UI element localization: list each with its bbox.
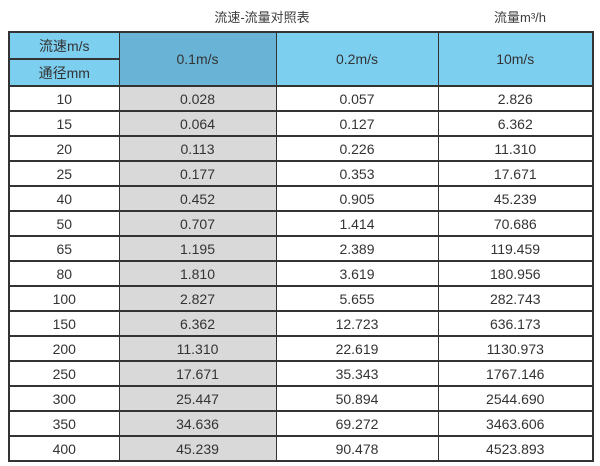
cell-v10: 1767.146 (437, 360, 594, 387)
cell-v10: 6.362 (437, 110, 594, 137)
table-row: 100 2.827 5.655 282.743 (8, 285, 594, 312)
cell-v10: 1130.973 (437, 335, 594, 362)
table-row: 10 0.028 0.057 2.826 (8, 85, 594, 112)
table-row: 65 1.195 2.389 119.459 (8, 235, 594, 262)
cell-v02: 0.905 (275, 185, 439, 212)
cell-v02: 0.057 (275, 85, 439, 112)
cell-v01: 25.447 (118, 385, 277, 412)
cell-dn: 200 (8, 335, 120, 362)
table-row: 40 0.452 0.905 45.239 (8, 185, 594, 212)
cell-v02: 35.343 (275, 360, 439, 387)
cell-v01: 0.064 (118, 110, 277, 137)
cell-v10: 3463.606 (437, 410, 594, 437)
cell-v10: 70.686 (437, 210, 594, 237)
cell-v10: 636.173 (437, 310, 594, 337)
cell-dn: 25 (8, 160, 120, 187)
cell-v02: 50.894 (275, 385, 439, 412)
cell-dn: 65 (8, 235, 120, 262)
caption-bar: 流速-流量对照表 流量m³/h (0, 0, 600, 31)
cell-v10: 119.459 (437, 235, 594, 262)
table-row: 350 34.636 69.272 3463.606 (8, 410, 594, 437)
cell-v01: 0.177 (118, 160, 277, 187)
table-row: 150 6.362 12.723 636.173 (8, 310, 594, 337)
cell-v01: 2.827 (118, 285, 277, 312)
cell-v10: 282.743 (437, 285, 594, 312)
table-title: 流速-流量对照表 (214, 10, 310, 25)
cell-v02: 12.723 (275, 310, 439, 337)
cell-dn: 80 (8, 260, 120, 287)
cell-v02: 3.619 (275, 260, 439, 287)
cell-v02: 0.353 (275, 160, 439, 187)
table-row: 300 25.447 50.894 2544.690 (8, 385, 594, 412)
cell-v01: 6.362 (118, 310, 277, 337)
cell-v10: 2544.690 (437, 385, 594, 412)
table-row: 250 17.671 35.343 1767.146 (8, 360, 594, 387)
table-row: 25 0.177 0.353 17.671 (8, 160, 594, 187)
cell-v02: 0.127 (275, 110, 439, 137)
cell-v02: 69.272 (275, 410, 439, 437)
cell-v02: 22.619 (275, 335, 439, 362)
cell-v01: 34.636 (118, 410, 277, 437)
cell-v01: 0.028 (118, 85, 277, 112)
header-velocity-label: 流速m/s (8, 31, 120, 60)
cell-dn: 300 (8, 385, 120, 412)
cell-v10: 11.310 (437, 135, 594, 162)
cell-dn: 40 (8, 185, 120, 212)
cell-v01: 0.452 (118, 185, 277, 212)
header-row-top: 流速m/s 0.1m/s 0.2m/s 10m/s (8, 31, 594, 87)
table-row: 80 1.810 3.619 180.956 (8, 260, 594, 287)
cell-dn: 250 (8, 360, 120, 387)
flow-unit-label: 流量m³/h (493, 10, 547, 25)
header-col-0-1ms: 0.1m/s (118, 31, 277, 87)
header-diameter-label: 通径mm (8, 58, 120, 87)
cell-v02: 90.478 (275, 435, 439, 462)
header-col-0-2ms: 0.2m/s (275, 31, 439, 87)
cell-v01: 0.113 (118, 135, 277, 162)
cell-v02: 2.389 (275, 235, 439, 262)
cell-dn: 50 (8, 210, 120, 237)
cell-dn: 350 (8, 410, 120, 437)
cell-v02: 1.414 (275, 210, 439, 237)
cell-v01: 0.707 (118, 210, 277, 237)
table-row: 20 0.113 0.226 11.310 (8, 135, 594, 162)
header-row-bottom: 通径mm (8, 58, 593, 87)
header-col-10ms: 10m/s (437, 31, 594, 87)
cell-dn: 400 (8, 435, 120, 462)
table-row: 50 0.707 1.414 70.686 (8, 210, 594, 237)
cell-v02: 0.226 (275, 135, 439, 162)
table-row: 200 11.310 22.619 1130.973 (8, 335, 594, 362)
cell-dn: 20 (8, 135, 120, 162)
cell-v01: 11.310 (118, 335, 277, 362)
cell-v10: 17.671 (437, 160, 594, 187)
cell-v10: 2.826 (437, 85, 594, 112)
cell-v01: 45.239 (118, 435, 277, 462)
cell-dn: 150 (8, 310, 120, 337)
cell-v10: 180.956 (437, 260, 594, 287)
cell-dn: 10 (8, 85, 120, 112)
cell-v10: 45.239 (437, 185, 594, 212)
flow-rate-table: 流速m/s 0.1m/s 0.2m/s 10m/s 通径mm 10 0.028 … (8, 31, 594, 462)
table-row: 400 45.239 90.478 4523.893 (8, 435, 594, 462)
cell-dn: 100 (8, 285, 120, 312)
cell-v01: 1.810 (118, 260, 277, 287)
cell-dn: 15 (8, 110, 120, 137)
cell-v02: 5.655 (275, 285, 439, 312)
cell-v10: 4523.893 (437, 435, 594, 462)
cell-v01: 1.195 (118, 235, 277, 262)
table-row: 15 0.064 0.127 6.362 (8, 110, 594, 137)
cell-v01: 17.671 (118, 360, 277, 387)
